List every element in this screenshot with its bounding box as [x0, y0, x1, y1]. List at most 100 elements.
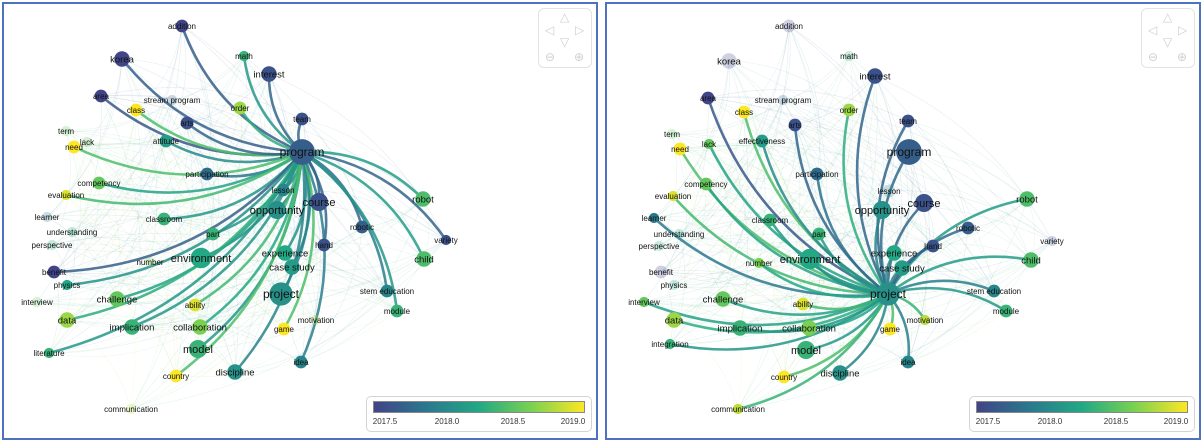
node-child[interactable]	[416, 251, 432, 267]
node-class[interactable]	[737, 105, 751, 119]
zoom-in-icon[interactable]: ⊕	[574, 50, 585, 64]
node-need[interactable]	[673, 142, 687, 156]
node-benefit[interactable]	[47, 265, 61, 279]
node-data[interactable]	[666, 312, 682, 328]
node-physics[interactable]	[61, 279, 73, 291]
node-literature[interactable]	[43, 347, 55, 359]
node-class[interactable]	[129, 103, 143, 117]
node-case-study[interactable]	[894, 260, 910, 276]
node-collaboration[interactable]	[192, 319, 208, 335]
node-perspective[interactable]	[653, 240, 665, 252]
node-program[interactable]	[896, 139, 922, 165]
node-learner[interactable]	[41, 211, 53, 223]
node-arts[interactable]	[788, 118, 802, 132]
node-lack[interactable]	[81, 136, 93, 148]
arrow-left-icon[interactable]: ◁	[545, 23, 555, 37]
node-challenge[interactable]	[715, 291, 731, 307]
node-number[interactable]	[144, 256, 156, 268]
node-team[interactable]	[295, 112, 309, 126]
node-module[interactable]	[999, 304, 1013, 318]
node-interest[interactable]	[867, 68, 883, 84]
node-evaluation[interactable]	[60, 189, 72, 201]
node-program[interactable]	[289, 139, 315, 165]
node-perspective[interactable]	[46, 239, 58, 251]
node-area[interactable]	[701, 91, 715, 105]
node-stem-education[interactable]	[380, 284, 394, 298]
node-game[interactable]	[277, 322, 291, 336]
network-map-left[interactable]: addition math korea interest area classstream…	[4, 4, 596, 438]
node-interview[interactable]	[638, 296, 650, 308]
node-discipline[interactable]	[227, 364, 243, 380]
node-course[interactable]	[310, 193, 328, 211]
node-stem-education[interactable]	[987, 284, 1001, 298]
node-competency[interactable]	[92, 176, 106, 190]
node-addition[interactable]	[782, 19, 796, 33]
node-ability[interactable]	[796, 297, 810, 311]
node-opportunity[interactable]	[268, 201, 286, 219]
arrow-right-icon[interactable]: ▷	[1178, 23, 1188, 37]
node-understanding[interactable]	[66, 226, 78, 238]
arrow-down-icon[interactable]: ▽	[560, 35, 570, 49]
node-team[interactable]	[901, 114, 915, 128]
node-model[interactable]	[189, 340, 207, 358]
node-experience[interactable]	[886, 245, 902, 261]
node-robot[interactable]	[415, 191, 431, 207]
node-communication[interactable]	[125, 403, 137, 415]
node-country[interactable]	[169, 369, 183, 383]
node-case-study[interactable]	[284, 259, 300, 275]
node-implication[interactable]	[124, 319, 140, 335]
node-arts[interactable]	[180, 116, 194, 130]
node-classroom[interactable]	[763, 213, 777, 227]
arrow-right-icon[interactable]: ▷	[575, 23, 585, 37]
node-math[interactable]	[843, 50, 855, 62]
node-data[interactable]	[59, 312, 75, 328]
node-math[interactable]	[238, 50, 250, 62]
node-need[interactable]	[67, 140, 81, 154]
node-game[interactable]	[883, 322, 897, 336]
node-implication[interactable]	[732, 320, 748, 336]
node-learner[interactable]	[648, 212, 660, 224]
node-number[interactable]	[753, 257, 765, 269]
node-hand[interactable]	[926, 239, 940, 253]
node-model[interactable]	[797, 341, 815, 359]
node-part[interactable]	[812, 227, 826, 241]
zoom-out-icon[interactable]: ⊖	[545, 50, 556, 64]
node-idea[interactable]	[901, 355, 915, 369]
node-variety[interactable]	[1046, 235, 1058, 247]
zoom-in-icon[interactable]: ⊕	[1177, 50, 1188, 64]
node-effectiveness[interactable]	[755, 134, 769, 148]
node-attitude[interactable]	[159, 134, 173, 148]
node-opportunity[interactable]	[873, 201, 891, 219]
node-experience[interactable]	[277, 245, 293, 261]
node-evaluation[interactable]	[667, 190, 679, 202]
node-interest[interactable]	[261, 66, 277, 82]
arrow-up-icon[interactable]: △	[1163, 10, 1173, 24]
node-lack[interactable]	[703, 138, 715, 150]
node-term[interactable]	[666, 128, 678, 140]
node-participation[interactable]	[810, 167, 824, 181]
node-robotic[interactable]	[961, 221, 975, 235]
node-child[interactable]	[1023, 252, 1039, 268]
node-variety[interactable]	[440, 234, 452, 246]
node-competency[interactable]	[699, 177, 713, 191]
node-order[interactable]	[233, 101, 247, 115]
node-project[interactable]	[269, 282, 293, 306]
network-map-right[interactable]: addition math korea interest area classstream…	[607, 4, 1199, 438]
node-benefit[interactable]	[654, 265, 668, 279]
node-robot[interactable]	[1019, 191, 1035, 207]
node-stream-program[interactable]	[777, 94, 789, 106]
node-physics[interactable]	[668, 279, 680, 291]
node-environment[interactable]	[799, 248, 821, 270]
arrow-left-icon[interactable]: ◁	[1148, 23, 1158, 37]
node-korea[interactable]	[114, 51, 130, 67]
node-lesson[interactable]	[882, 184, 896, 198]
node-area[interactable]	[94, 89, 108, 103]
node-participation[interactable]	[200, 167, 214, 181]
node-lesson[interactable]	[276, 183, 290, 197]
node-challenge[interactable]	[109, 291, 125, 307]
node-ability[interactable]	[188, 298, 202, 312]
node-project[interactable]	[876, 282, 900, 306]
node-module[interactable]	[390, 304, 404, 318]
node-part[interactable]	[206, 227, 220, 241]
node-idea[interactable]	[294, 355, 308, 369]
